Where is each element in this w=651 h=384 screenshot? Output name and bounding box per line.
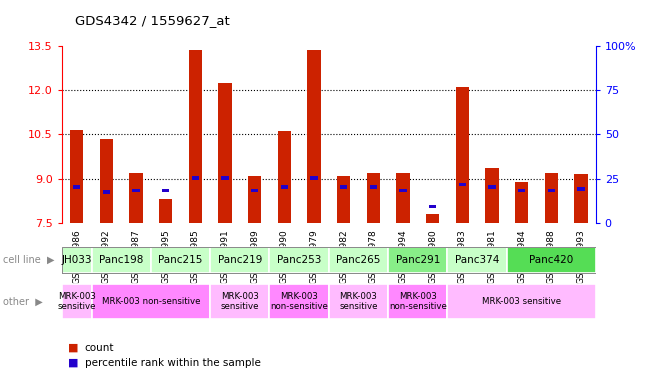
Bar bbox=[337, 175, 350, 223]
Bar bbox=[544, 173, 558, 223]
Bar bbox=[132, 189, 140, 192]
Text: Panc420: Panc420 bbox=[529, 255, 574, 265]
Bar bbox=[458, 183, 466, 186]
Text: Panc291: Panc291 bbox=[396, 255, 440, 265]
Bar bbox=[92, 247, 151, 273]
Bar bbox=[515, 182, 528, 223]
Text: MRK-003
sensitive: MRK-003 sensitive bbox=[221, 292, 259, 311]
Bar bbox=[399, 189, 407, 192]
Bar bbox=[340, 185, 347, 189]
Bar bbox=[485, 168, 499, 223]
Text: Panc215: Panc215 bbox=[158, 255, 202, 265]
Bar bbox=[162, 189, 169, 192]
Text: Panc253: Panc253 bbox=[277, 255, 322, 265]
Bar bbox=[248, 175, 261, 223]
Bar bbox=[210, 284, 270, 319]
Text: GDS4342 / 1559627_at: GDS4342 / 1559627_at bbox=[75, 14, 230, 27]
Bar bbox=[447, 284, 596, 319]
Bar bbox=[518, 189, 525, 192]
Bar bbox=[270, 247, 329, 273]
Bar bbox=[151, 247, 210, 273]
Text: Panc219: Panc219 bbox=[217, 255, 262, 265]
Bar bbox=[270, 284, 329, 319]
Bar bbox=[62, 247, 92, 273]
Text: MRK-003 sensitive: MRK-003 sensitive bbox=[482, 297, 561, 306]
Bar bbox=[577, 187, 585, 190]
Bar bbox=[210, 247, 270, 273]
Text: MRK-003
sensitive: MRK-003 sensitive bbox=[57, 292, 96, 311]
Bar bbox=[447, 247, 506, 273]
Text: Panc374: Panc374 bbox=[455, 255, 499, 265]
Bar bbox=[367, 173, 380, 223]
Bar bbox=[488, 185, 495, 189]
Bar bbox=[251, 189, 258, 192]
Text: ■: ■ bbox=[68, 358, 79, 368]
Text: MRK-003
non-sensitive: MRK-003 non-sensitive bbox=[270, 292, 328, 311]
Bar bbox=[426, 214, 439, 223]
Bar bbox=[396, 173, 409, 223]
Text: MRK-003
sensitive: MRK-003 sensitive bbox=[339, 292, 378, 311]
Text: Panc265: Panc265 bbox=[336, 255, 381, 265]
Text: JH033: JH033 bbox=[61, 255, 92, 265]
Bar bbox=[159, 199, 173, 223]
Bar bbox=[506, 247, 596, 273]
Bar bbox=[388, 284, 447, 319]
Bar bbox=[73, 185, 80, 189]
Bar bbox=[130, 173, 143, 223]
Text: other  ▶: other ▶ bbox=[3, 296, 43, 306]
Bar bbox=[370, 185, 377, 189]
Bar bbox=[70, 130, 83, 223]
Bar bbox=[191, 176, 199, 180]
Bar bbox=[329, 284, 388, 319]
Text: Panc198: Panc198 bbox=[99, 255, 143, 265]
Bar bbox=[189, 50, 202, 223]
Bar bbox=[307, 50, 320, 223]
Bar bbox=[329, 247, 388, 273]
Bar bbox=[277, 131, 291, 223]
Text: percentile rank within the sample: percentile rank within the sample bbox=[85, 358, 260, 368]
Bar bbox=[456, 87, 469, 223]
Bar bbox=[221, 176, 229, 180]
Bar bbox=[311, 176, 318, 180]
Bar bbox=[429, 205, 436, 208]
Bar bbox=[574, 174, 587, 223]
Bar bbox=[218, 83, 232, 223]
Bar bbox=[100, 139, 113, 223]
Text: ■: ■ bbox=[68, 343, 79, 353]
Bar bbox=[103, 190, 110, 194]
Bar bbox=[388, 247, 447, 273]
Text: MRK-003
non-sensitive: MRK-003 non-sensitive bbox=[389, 292, 447, 311]
Bar bbox=[547, 189, 555, 192]
Text: count: count bbox=[85, 343, 114, 353]
Text: cell line  ▶: cell line ▶ bbox=[3, 255, 55, 265]
Bar bbox=[281, 185, 288, 189]
Text: MRK-003 non-sensitive: MRK-003 non-sensitive bbox=[102, 297, 200, 306]
Bar bbox=[92, 284, 210, 319]
Bar bbox=[62, 284, 92, 319]
